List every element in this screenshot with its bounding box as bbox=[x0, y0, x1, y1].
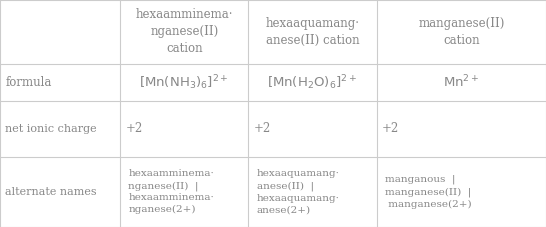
Text: manganous  |
manganese(II)  |
 manganese(2+): manganous | manganese(II) | manganese(2+… bbox=[385, 175, 472, 209]
Text: +2: +2 bbox=[126, 122, 143, 135]
Text: formula: formula bbox=[5, 76, 52, 89]
Text: $[\mathrm{Mn(NH_3)_6}]^{2+}$: $[\mathrm{Mn(NH_3)_6}]^{2+}$ bbox=[139, 73, 229, 92]
Text: net ionic charge: net ionic charge bbox=[5, 124, 97, 134]
Text: +2: +2 bbox=[382, 122, 400, 135]
Text: +2: +2 bbox=[254, 122, 271, 135]
Text: alternate names: alternate names bbox=[5, 187, 97, 197]
Text: hexaaquamang·
anese(II) cation: hexaaquamang· anese(II) cation bbox=[265, 17, 360, 47]
Text: manganese(II)
cation: manganese(II) cation bbox=[418, 17, 505, 47]
Text: $\mathrm{Mn}^{2+}$: $\mathrm{Mn}^{2+}$ bbox=[443, 74, 479, 91]
Text: hexaamminema·
nganese(II)  |
hexaamminema·
nganese(2+): hexaamminema· nganese(II) | hexaamminema… bbox=[128, 169, 214, 215]
Text: $[\mathrm{Mn(H_2O)_6}]^{2+}$: $[\mathrm{Mn(H_2O)_6}]^{2+}$ bbox=[268, 73, 358, 92]
Text: hexaamminema·
nganese(II)
cation: hexaamminema· nganese(II) cation bbox=[135, 8, 233, 55]
Text: hexaaquamang·
anese(II)  |
hexaaquamang·
anese(2+): hexaaquamang· anese(II) | hexaaquamang· … bbox=[257, 169, 340, 214]
